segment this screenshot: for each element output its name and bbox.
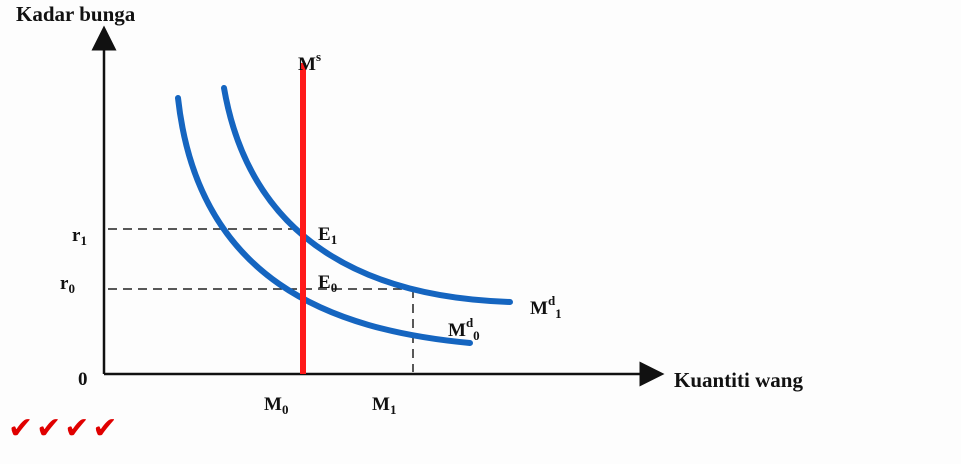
e1-label: E1	[318, 224, 337, 247]
y-axis-title: Kadar bunga	[16, 2, 136, 26]
x-axis-title: Kuantiti wang	[674, 368, 803, 392]
money-supply-label: Ms	[298, 49, 321, 75]
m1-label: M1	[372, 394, 396, 417]
origin-label: 0	[78, 369, 88, 390]
e0-label: E0	[318, 272, 337, 295]
md1-label: Md1	[530, 293, 562, 321]
red-checkmarks-icon: ✔✔✔✔	[8, 411, 121, 446]
r1-label: r1	[72, 225, 87, 248]
md1-curve	[221, 85, 513, 305]
md0-curve	[175, 95, 473, 346]
m0-label: M0	[264, 394, 288, 417]
md0-label: Md0	[448, 315, 480, 343]
r0-label: r0	[60, 273, 75, 296]
